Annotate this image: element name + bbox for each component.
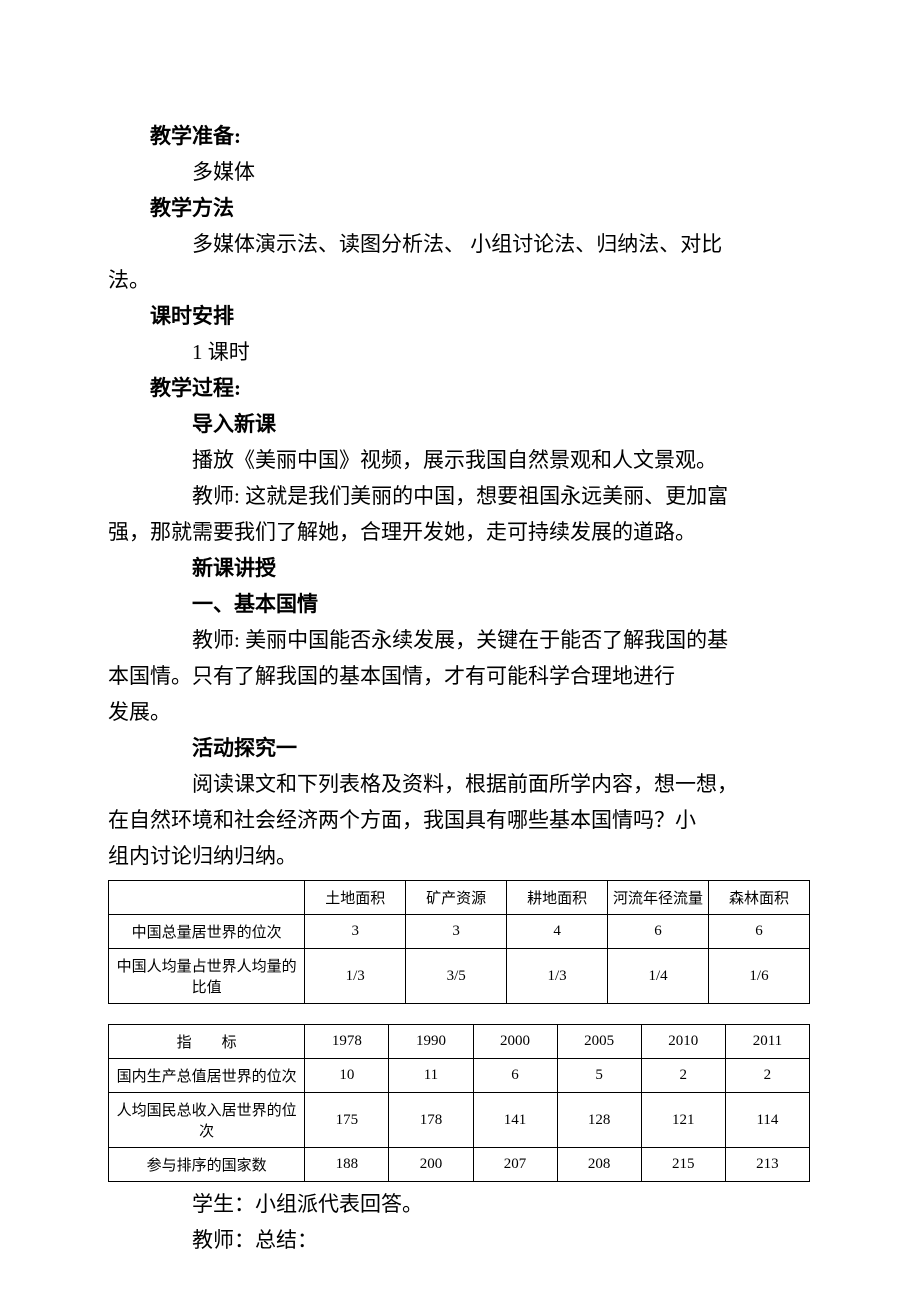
- activity-l1c: 组内讨论归纳归纳。: [108, 838, 810, 874]
- table-header-cell: 2005: [557, 1025, 641, 1059]
- table-cell: 1/4: [608, 949, 709, 1004]
- after-l2: 教师：总结：: [108, 1222, 810, 1258]
- table-row: 指 标197819902000200520102011: [109, 1025, 810, 1059]
- table-2-wrap: 指 标197819902000200520102011国内生产总值居世界的位次1…: [108, 1024, 810, 1182]
- table-cell: 参与排序的国家数: [109, 1148, 305, 1182]
- table-cell: 3: [406, 915, 507, 949]
- intro-l2a: 教师: 这就是我们美丽的中国，想要祖国永远美丽、更加富: [108, 478, 810, 514]
- table-cell: 215: [641, 1148, 725, 1182]
- table-header-cell: 矿产资源: [406, 881, 507, 915]
- method-body-l1: 多媒体演示法、读图分析法、 小组讨论法、归纳法、对比: [108, 226, 810, 262]
- table-cell: 4: [507, 915, 608, 949]
- table-header-cell: [109, 881, 305, 915]
- schedule-label: 课时安排: [108, 298, 810, 334]
- table-header-cell: 土地面积: [305, 881, 406, 915]
- table-2-body: 指 标197819902000200520102011国内生产总值居世界的位次1…: [109, 1025, 810, 1182]
- table-cell: 6: [709, 915, 810, 949]
- activity-l1b: 在自然环境和社会经济两个方面，我国具有哪些基本国情吗？小: [108, 802, 810, 838]
- table-cell: 中国总量居世界的位次: [109, 915, 305, 949]
- table-1-wrap: 土地面积矿产资源耕地面积河流年径流量森林面积中国总量居世界的位次33466中国人…: [108, 880, 810, 1004]
- part1-l1a: 教师: 美丽中国能否永续发展，关键在于能否了解我国的基: [108, 622, 810, 658]
- part1-head: 一、基本国情: [108, 586, 810, 622]
- table-header-cell: 指 标: [109, 1025, 305, 1059]
- table-header-cell: 2000: [473, 1025, 557, 1059]
- table-header-cell: 1990: [389, 1025, 473, 1059]
- table-cell: 128: [557, 1093, 641, 1148]
- table-cell: 1/6: [709, 949, 810, 1004]
- table-header-cell: 2011: [725, 1025, 809, 1059]
- method-label: 教学方法: [108, 190, 810, 226]
- table-row: 国内生产总值居世界的位次10116522: [109, 1059, 810, 1093]
- table-cell: 3: [305, 915, 406, 949]
- table-cell: 6: [608, 915, 709, 949]
- process-label: 教学过程:: [108, 370, 810, 406]
- table-cell: 5: [557, 1059, 641, 1093]
- table-cell: 2: [641, 1059, 725, 1093]
- table-header-cell: 河流年径流量: [608, 881, 709, 915]
- table-2: 指 标197819902000200520102011国内生产总值居世界的位次1…: [108, 1024, 810, 1182]
- table-cell: 中国人均量占世界人均量的比值: [109, 949, 305, 1004]
- table-cell: 人均国民总收入居世界的位次: [109, 1093, 305, 1148]
- table-header-cell: 1978: [305, 1025, 389, 1059]
- prep-body: 多媒体: [108, 154, 810, 190]
- part1-l1b: 本国情。只有了解我国的基本国情，才有可能科学合理地进行: [108, 658, 810, 694]
- table-row: 中国总量居世界的位次33466: [109, 915, 810, 949]
- table-cell: 175: [305, 1093, 389, 1148]
- table-cell: 121: [641, 1093, 725, 1148]
- intro-head: 导入新课: [108, 406, 810, 442]
- lecture-head: 新课讲授: [108, 550, 810, 586]
- table-header-cell: 耕地面积: [507, 881, 608, 915]
- intro-l2b: 强，那就需要我们了解她，合理开发她，走可持续发展的道路。: [108, 514, 810, 550]
- table-header-cell: 2010: [641, 1025, 725, 1059]
- table-cell: 1/3: [305, 949, 406, 1004]
- table-cell: 208: [557, 1148, 641, 1182]
- method-body-l2: 法。: [108, 262, 810, 298]
- table-row: 人均国民总收入居世界的位次175178141128121114: [109, 1093, 810, 1148]
- table-cell: 3/5: [406, 949, 507, 1004]
- table-cell: 6: [473, 1059, 557, 1093]
- schedule-body: 1 课时: [108, 334, 810, 370]
- table-cell: 1/3: [507, 949, 608, 1004]
- table-cell: 国内生产总值居世界的位次: [109, 1059, 305, 1093]
- table-row: 参与排序的国家数188200207208215213: [109, 1148, 810, 1182]
- table-cell: 2: [725, 1059, 809, 1093]
- table-cell: 11: [389, 1059, 473, 1093]
- table-cell: 213: [725, 1148, 809, 1182]
- prep-label: 教学准备:: [108, 118, 810, 154]
- activity-l1a: 阅读课文和下列表格及资料，根据前面所学内容，想一想，: [108, 766, 810, 802]
- table-header-cell: 森林面积: [709, 881, 810, 915]
- table-cell: 178: [389, 1093, 473, 1148]
- part1-l1c: 发展。: [108, 694, 810, 730]
- table-cell: 188: [305, 1148, 389, 1182]
- intro-l1: 播放《美丽中国》视频，展示我国自然景观和人文景观。: [108, 442, 810, 478]
- page: 教学准备: 多媒体 教学方法 多媒体演示法、读图分析法、 小组讨论法、归纳法、对…: [0, 0, 920, 1302]
- table-row: 中国人均量占世界人均量的比值1/33/51/31/41/6: [109, 949, 810, 1004]
- table-cell: 207: [473, 1148, 557, 1182]
- after-l1: 学生：小组派代表回答。: [108, 1186, 810, 1222]
- table-cell: 200: [389, 1148, 473, 1182]
- table-cell: 114: [725, 1093, 809, 1148]
- table-cell: 141: [473, 1093, 557, 1148]
- table-cell: 10: [305, 1059, 389, 1093]
- table-1-body: 土地面积矿产资源耕地面积河流年径流量森林面积中国总量居世界的位次33466中国人…: [109, 881, 810, 1004]
- activity-head: 活动探究一: [108, 730, 810, 766]
- table-1: 土地面积矿产资源耕地面积河流年径流量森林面积中国总量居世界的位次33466中国人…: [108, 880, 810, 1004]
- table-gap: [108, 1004, 810, 1018]
- table-row: 土地面积矿产资源耕地面积河流年径流量森林面积: [109, 881, 810, 915]
